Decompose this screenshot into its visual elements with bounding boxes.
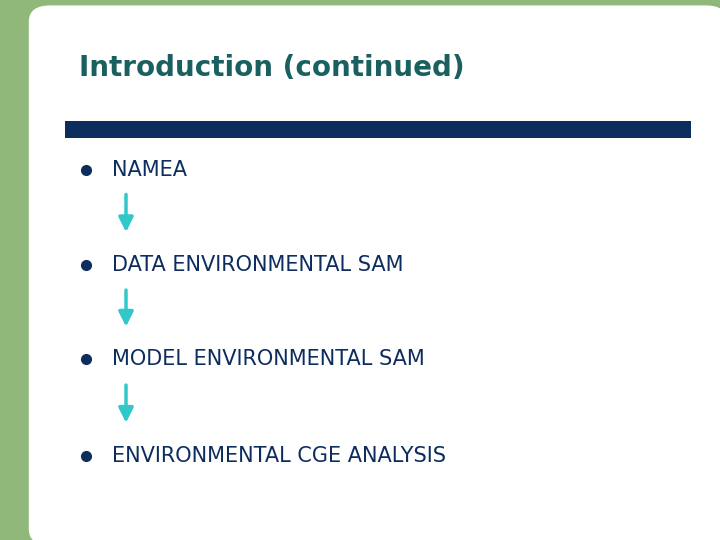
- Text: ENVIRONMENTAL CGE ANALYSIS: ENVIRONMENTAL CGE ANALYSIS: [112, 446, 446, 467]
- Text: MODEL ENVIRONMENTAL SAM: MODEL ENVIRONMENTAL SAM: [112, 349, 424, 369]
- FancyBboxPatch shape: [29, 5, 720, 540]
- Bar: [65, 122, 691, 138]
- Bar: [0, 0, 65, 540]
- Text: NAMEA: NAMEA: [112, 160, 186, 180]
- Text: DATA ENVIRONMENTAL SAM: DATA ENVIRONMENTAL SAM: [112, 254, 403, 275]
- Bar: [0, 0, 720, 97]
- Text: Introduction (continued): Introduction (continued): [79, 54, 465, 82]
